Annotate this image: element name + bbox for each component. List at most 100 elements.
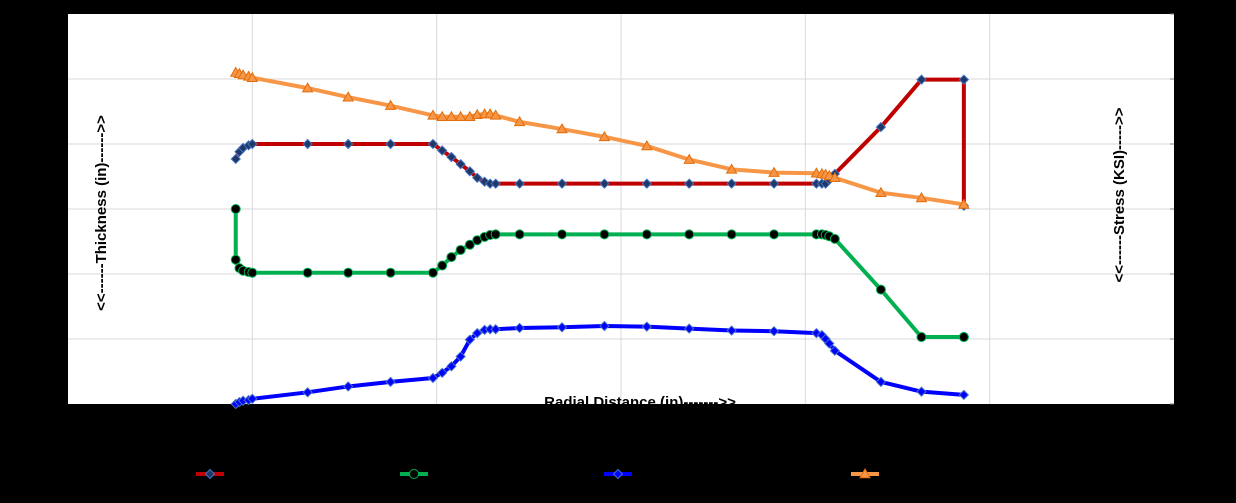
data-point	[427, 109, 439, 120]
data-point	[875, 186, 887, 197]
data-point	[768, 229, 779, 240]
data-point	[875, 376, 887, 388]
data-point	[464, 334, 476, 345]
data-point	[829, 233, 840, 244]
data-point	[464, 239, 475, 250]
data-point	[958, 389, 970, 401]
data-point	[916, 386, 927, 397]
data-point	[471, 108, 484, 119]
legend-entry-3	[604, 468, 632, 480]
data-point	[446, 361, 457, 372]
data-point	[490, 324, 501, 335]
data-point	[556, 123, 568, 134]
data-point	[464, 166, 476, 177]
data-point	[385, 376, 396, 388]
data-point	[427, 372, 439, 384]
data-point	[513, 115, 526, 127]
data-point	[916, 332, 927, 343]
data-point	[301, 82, 314, 93]
y-axis-title-left: <<------Thickness (in)------>>	[93, 115, 110, 311]
legend-swatch-marker	[612, 468, 624, 480]
data-point	[230, 153, 241, 165]
data-point	[342, 381, 354, 392]
data-point	[557, 229, 568, 240]
data-point	[768, 166, 780, 177]
data-point	[684, 229, 695, 240]
data-point	[230, 254, 241, 265]
data-point	[490, 229, 501, 240]
data-point	[247, 138, 258, 150]
data-point	[446, 151, 457, 163]
data-point	[472, 327, 483, 339]
data-point	[514, 229, 525, 240]
data-point	[472, 172, 483, 184]
data-point	[598, 130, 611, 142]
data-point	[302, 138, 313, 150]
data-point	[490, 178, 501, 189]
data-point	[342, 138, 354, 150]
data-point	[436, 110, 449, 121]
data-point	[247, 267, 258, 278]
data-point	[726, 229, 737, 240]
data-point	[829, 345, 841, 356]
data-point	[427, 267, 438, 278]
data-point	[641, 321, 653, 332]
series-4	[229, 66, 970, 209]
data-point	[437, 260, 448, 271]
data-point	[436, 145, 448, 156]
data-point	[455, 351, 466, 362]
data-point	[302, 387, 313, 398]
legend-entry-1	[196, 468, 224, 480]
data-point	[514, 178, 525, 189]
legend-swatch-marker	[409, 469, 419, 479]
data-point	[726, 325, 737, 336]
data-point	[489, 109, 502, 120]
data-point	[875, 284, 886, 295]
legend-entry-4	[851, 467, 879, 479]
data-point	[726, 178, 737, 189]
data-point	[824, 338, 835, 349]
data-point	[683, 153, 696, 164]
data-point	[641, 178, 653, 189]
data-point	[958, 74, 970, 85]
data-point	[683, 178, 695, 189]
legend	[196, 467, 879, 480]
data-point	[725, 163, 738, 174]
data-point	[599, 320, 610, 332]
data-point	[768, 178, 780, 189]
data-point	[683, 323, 695, 334]
gridlines	[68, 13, 1174, 405]
data-point	[915, 191, 928, 203]
data-point	[454, 110, 467, 121]
series-1	[230, 74, 970, 211]
data-point	[302, 267, 313, 278]
data-point	[828, 171, 841, 183]
legend-entry-2	[400, 469, 428, 479]
data-point	[342, 91, 355, 102]
data-point	[556, 178, 568, 189]
data-point	[514, 322, 525, 334]
x-axis-title: Radial Distance (in)------->>	[544, 394, 736, 411]
series-2	[230, 204, 969, 343]
data-point	[246, 71, 259, 82]
data-point	[384, 99, 397, 110]
series-3	[230, 320, 970, 410]
data-point	[640, 139, 653, 151]
data-point	[247, 393, 258, 405]
data-point	[427, 138, 439, 150]
data-point	[343, 267, 354, 278]
data-point	[916, 74, 927, 85]
data-point	[446, 252, 457, 263]
series-layer	[229, 66, 970, 410]
data-point	[641, 229, 652, 240]
data-point	[436, 367, 448, 379]
data-point	[385, 267, 396, 278]
y-axis-title-right: <<------Stress (KSI)----->>	[1111, 107, 1128, 282]
data-point	[455, 244, 466, 255]
data-point	[599, 229, 610, 240]
data-point	[768, 325, 780, 337]
data-point	[599, 178, 610, 189]
data-point	[455, 158, 466, 170]
data-point	[556, 322, 568, 333]
